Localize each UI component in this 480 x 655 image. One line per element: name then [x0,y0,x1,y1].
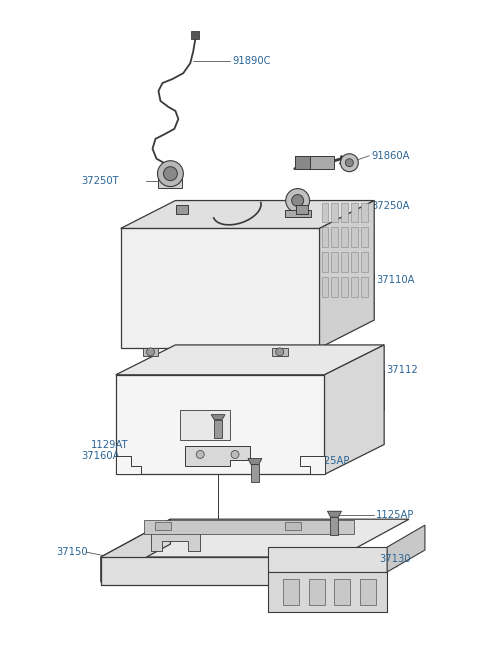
Polygon shape [351,202,358,223]
Polygon shape [295,156,335,169]
Polygon shape [361,252,368,272]
Text: 1129AT: 1129AT [91,440,129,449]
Circle shape [292,195,304,206]
Text: 91860A: 91860A [371,151,410,160]
Circle shape [286,189,310,212]
Polygon shape [335,579,350,605]
Polygon shape [120,229,320,348]
Text: 37112: 37112 [386,365,418,375]
Polygon shape [320,200,374,348]
Polygon shape [332,277,338,297]
Polygon shape [387,525,425,572]
Polygon shape [185,447,250,466]
Polygon shape [341,227,348,248]
Polygon shape [360,579,376,605]
Text: 37160A: 37160A [81,451,120,462]
Polygon shape [332,252,338,272]
Polygon shape [351,252,358,272]
Polygon shape [176,204,188,214]
Polygon shape [341,277,348,297]
Polygon shape [361,202,368,223]
Polygon shape [361,277,368,297]
Polygon shape [116,375,324,474]
Polygon shape [192,31,199,39]
Polygon shape [101,519,170,582]
Polygon shape [143,348,158,356]
Polygon shape [332,202,338,223]
Text: 37130: 37130 [379,554,411,564]
Polygon shape [211,415,225,420]
Polygon shape [322,227,328,248]
Polygon shape [214,420,222,438]
Polygon shape [272,348,288,356]
Text: 37250A: 37250A [371,200,410,210]
Polygon shape [330,517,338,535]
Text: 37150: 37150 [56,547,88,557]
Circle shape [276,348,284,356]
Polygon shape [248,458,262,464]
Polygon shape [309,579,324,605]
Polygon shape [341,202,348,223]
Circle shape [146,348,155,356]
Circle shape [346,159,353,166]
Circle shape [231,451,239,458]
Polygon shape [158,178,182,187]
Polygon shape [144,520,354,534]
Polygon shape [322,277,328,297]
Polygon shape [268,572,387,612]
Polygon shape [361,227,368,248]
Polygon shape [116,345,384,375]
Polygon shape [268,547,387,572]
Text: 1125AP: 1125AP [312,457,350,466]
Circle shape [340,154,358,172]
Polygon shape [327,511,341,517]
Text: 37110A: 37110A [376,275,415,285]
Polygon shape [151,533,200,551]
Polygon shape [101,519,409,557]
Polygon shape [251,464,259,482]
Circle shape [196,451,204,458]
Polygon shape [101,557,339,585]
Polygon shape [283,579,299,605]
Polygon shape [180,409,230,440]
Polygon shape [300,457,324,474]
Polygon shape [351,277,358,297]
Circle shape [164,166,178,181]
Polygon shape [324,345,384,474]
Polygon shape [116,457,141,474]
Polygon shape [322,252,328,272]
Circle shape [157,160,183,187]
Polygon shape [332,227,338,248]
Text: 1125AP: 1125AP [376,510,415,520]
Polygon shape [296,204,308,214]
Polygon shape [156,522,171,530]
Text: 91890C: 91890C [232,56,271,66]
Text: 37250T: 37250T [81,176,119,185]
Polygon shape [285,210,311,217]
Polygon shape [295,156,310,169]
Polygon shape [322,202,328,223]
Polygon shape [285,522,300,530]
Polygon shape [341,252,348,272]
Polygon shape [120,200,374,229]
Polygon shape [351,227,358,248]
